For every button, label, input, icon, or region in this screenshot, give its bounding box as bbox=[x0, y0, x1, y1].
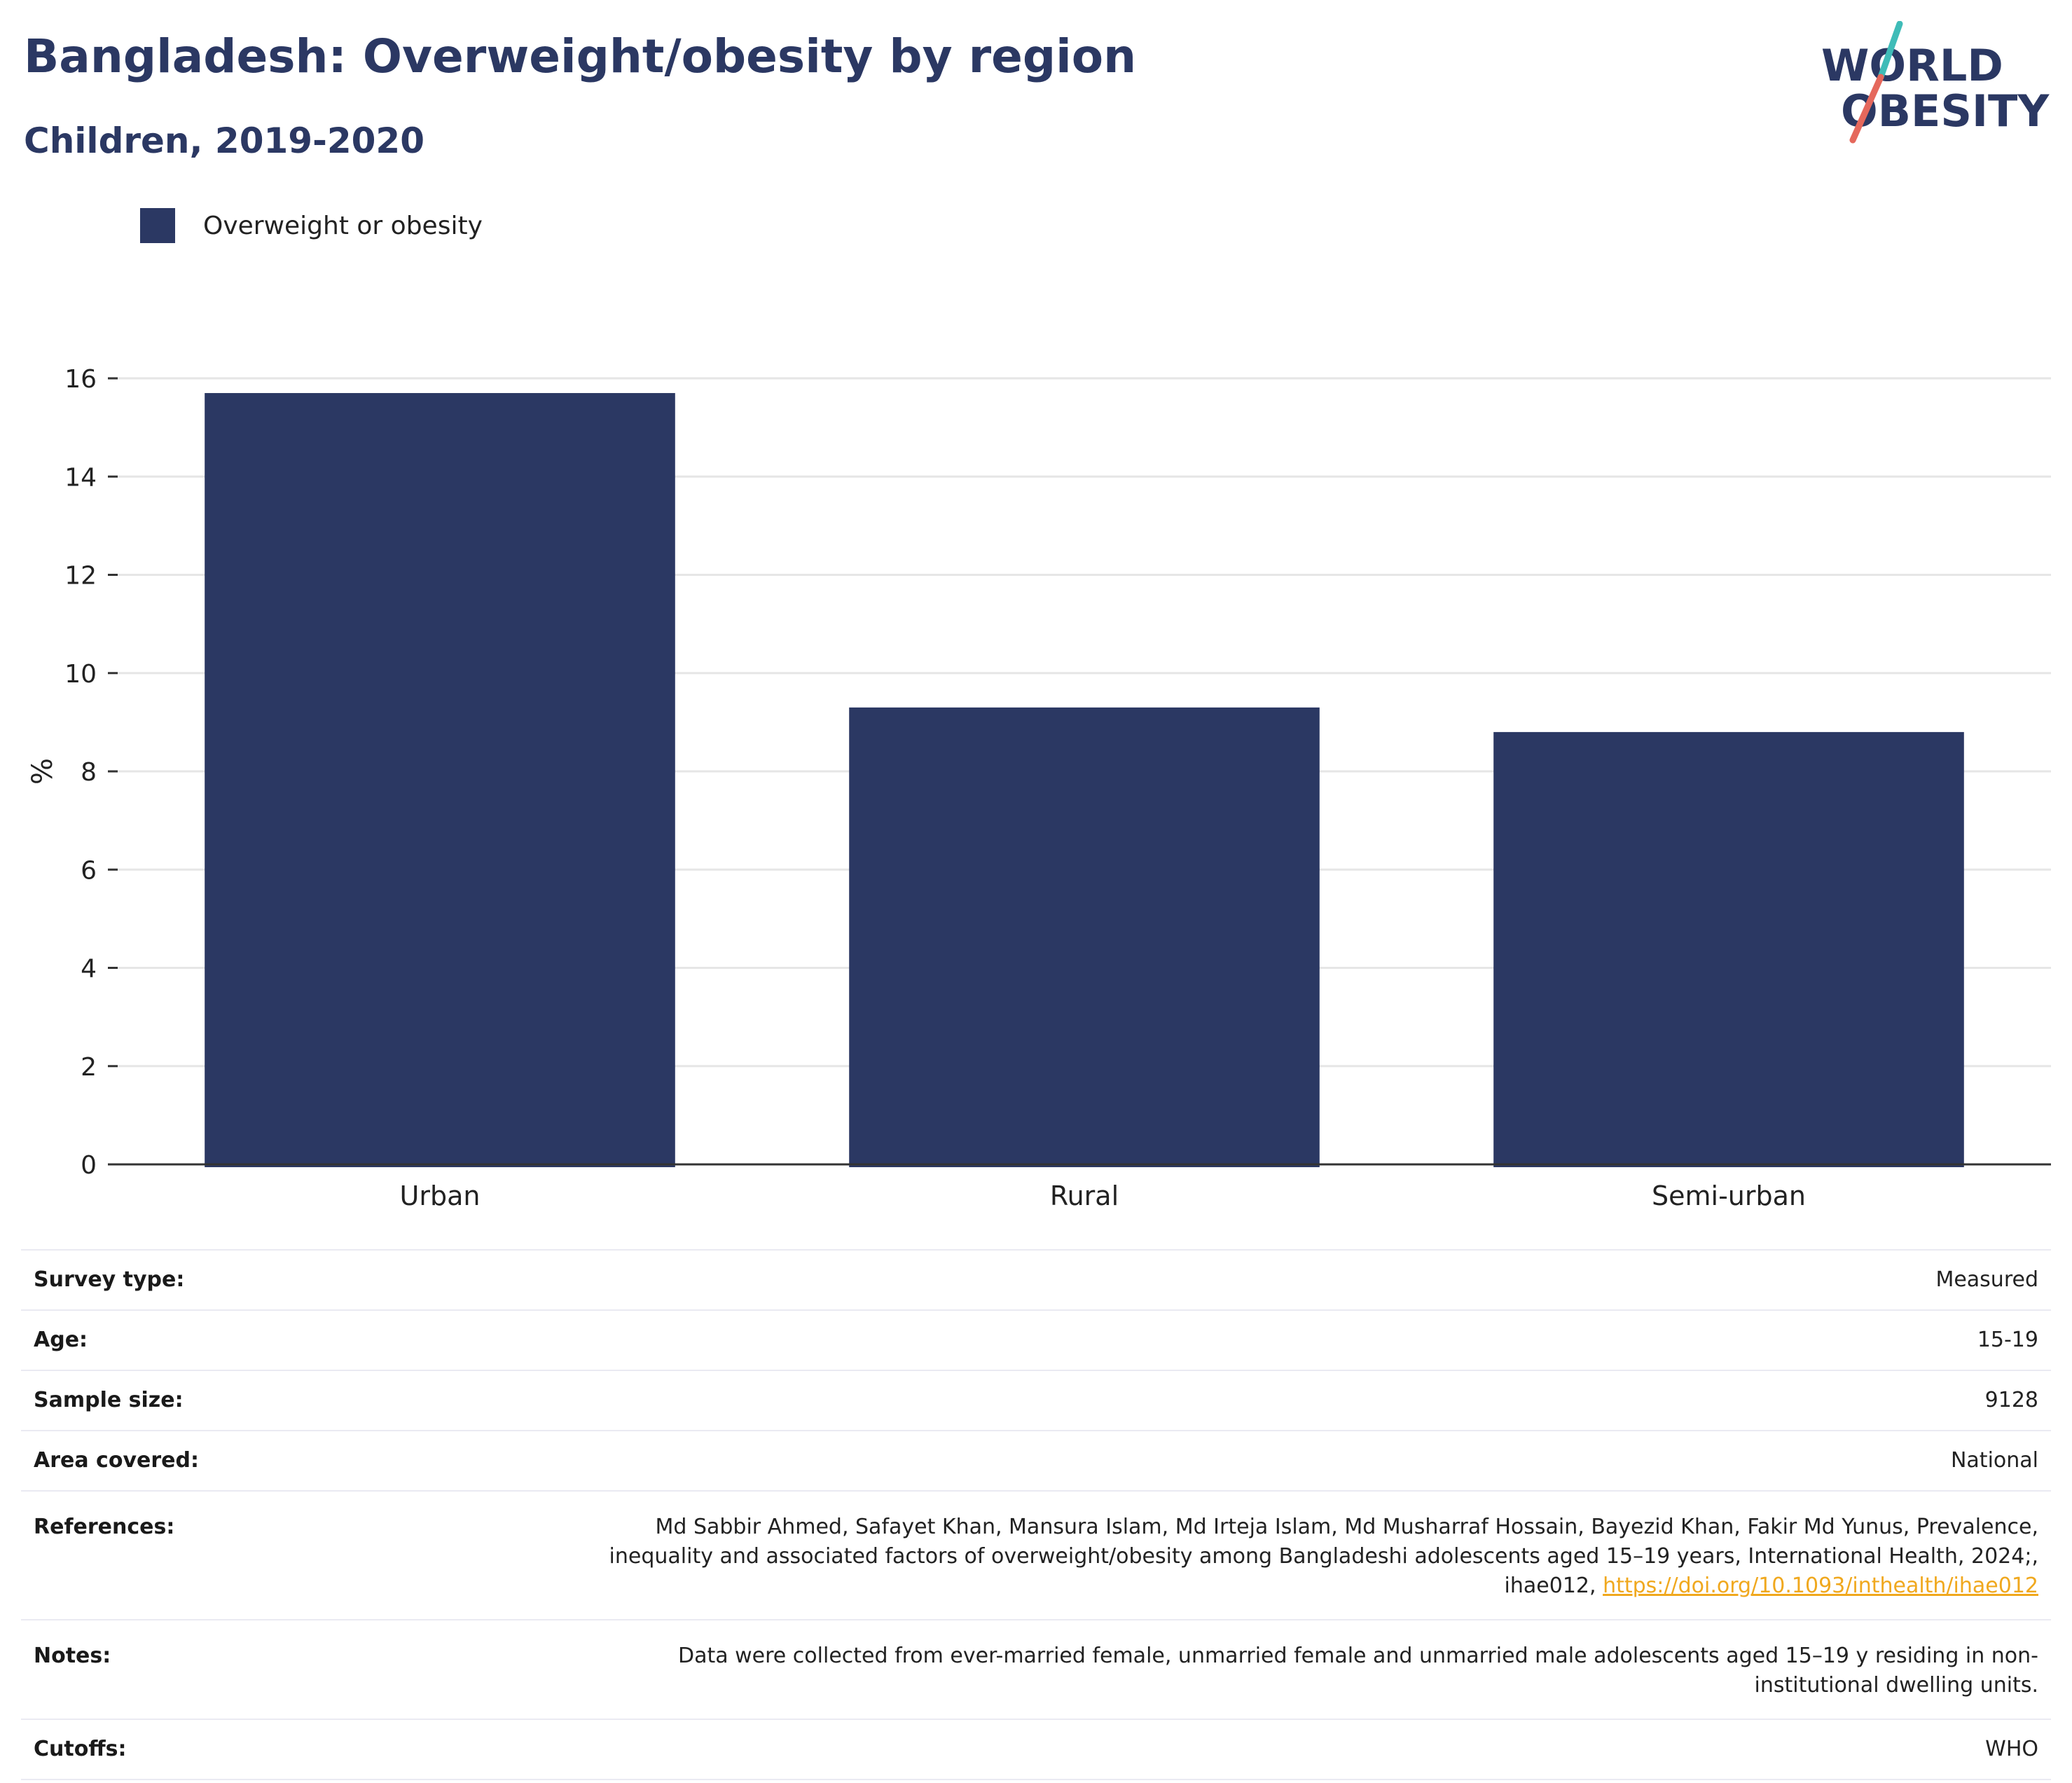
x-tick-label: Semi-urban bbox=[1652, 1180, 1806, 1211]
info-value: Md Sabbir Ahmed, Safayet Khan, Mansura I… bbox=[537, 1491, 2051, 1620]
chart-legend[interactable]: Overweight or obesity bbox=[140, 208, 483, 243]
y-tick-label: 10 bbox=[64, 660, 97, 689]
info-value: 9128 bbox=[1984, 1388, 2038, 1412]
x-tick-label: Urban bbox=[400, 1180, 481, 1211]
info-label: References: bbox=[34, 1515, 175, 1539]
reference-text-line: ihae012, bbox=[1504, 1574, 1603, 1598]
bars bbox=[205, 393, 1964, 1167]
y-tick-label: 14 bbox=[64, 463, 97, 492]
info-label: Age: bbox=[34, 1328, 88, 1352]
info-label: Survey type: bbox=[34, 1267, 185, 1292]
info-label: Notes: bbox=[34, 1644, 111, 1668]
y-tick-label: 8 bbox=[81, 758, 97, 787]
y-tick-label: 4 bbox=[81, 955, 97, 984]
info-value: WHO bbox=[1985, 1737, 2038, 1761]
info-row-survey-type: Survey type: Measured bbox=[21, 1250, 2051, 1310]
bar-urban[interactable] bbox=[205, 393, 675, 1167]
info-row-age: Age: 15-19 bbox=[21, 1310, 2051, 1370]
chart-title: Bangladesh: Overweight/obesity by region bbox=[24, 29, 1137, 83]
reference-doi-link[interactable]: https://doi.org/10.1093/inthealth/ihae01… bbox=[1603, 1574, 2038, 1598]
notes-text-line: Data were collected from ever-married fe… bbox=[677, 1644, 2038, 1668]
logo-slash-top bbox=[1877, 21, 1903, 81]
notes-text-line: institutional dwelling units. bbox=[1754, 1673, 2039, 1698]
info-row-references: References: Md Sabbir Ahmed, Safayet Kha… bbox=[21, 1491, 2051, 1620]
y-tick-label: 2 bbox=[81, 1053, 97, 1082]
info-row-sample-size: Sample size: 9128 bbox=[21, 1370, 2051, 1431]
x-axis-ticks: Urban Rural Semi-urban bbox=[400, 1180, 1806, 1211]
survey-info-table: Survey type: Measured Age: 15-19 Sample … bbox=[21, 1249, 2051, 1780]
info-row-notes: Notes: Data were collected from ever-mar… bbox=[21, 1620, 2051, 1719]
logo-text-world: WORLD bbox=[1821, 40, 2003, 91]
reference-text-line: inequality and associated factors of ove… bbox=[609, 1544, 2038, 1569]
y-tick-label: 6 bbox=[81, 856, 97, 885]
y-axis-title: % bbox=[27, 758, 59, 785]
bar-rural[interactable] bbox=[849, 707, 1320, 1167]
logo-slash-bottom bbox=[1849, 74, 1884, 144]
y-tick-label: 12 bbox=[64, 562, 97, 591]
y-tick-label: 0 bbox=[81, 1151, 97, 1180]
info-value: 15-19 bbox=[1977, 1328, 2038, 1352]
info-label: Sample size: bbox=[34, 1388, 184, 1412]
info-value: National bbox=[1950, 1448, 2038, 1473]
info-value: Measured bbox=[1935, 1267, 2038, 1292]
y-axis-ticks: 0 2 4 6 8 10 12 14 16 bbox=[64, 365, 118, 1180]
legend-label: Overweight or obesity bbox=[203, 211, 483, 240]
bar-semi-urban[interactable] bbox=[1493, 731, 1964, 1167]
info-value: Data were collected from ever-married fe… bbox=[537, 1620, 2051, 1719]
reference-text-line: Md Sabbir Ahmed, Safayet Khan, Mansura I… bbox=[655, 1515, 2039, 1539]
info-label: Area covered: bbox=[34, 1448, 199, 1473]
info-row-area-covered: Area covered: National bbox=[21, 1431, 2051, 1491]
chart-subtitle: Children, 2019-2020 bbox=[24, 121, 424, 161]
bar-chart: 0 2 4 6 8 10 12 14 16 Urban Rural Semi-urban % bbox=[27, 365, 2051, 1211]
y-tick-label: 16 bbox=[64, 365, 97, 394]
info-label: Cutoffs: bbox=[34, 1737, 127, 1761]
x-tick-label: Rural bbox=[1050, 1180, 1119, 1211]
world-obesity-logo: WORLD OBESITY bbox=[1821, 21, 2050, 144]
legend-swatch bbox=[140, 208, 175, 243]
info-row-cutoffs: Cutoffs: WHO bbox=[21, 1719, 2051, 1779]
